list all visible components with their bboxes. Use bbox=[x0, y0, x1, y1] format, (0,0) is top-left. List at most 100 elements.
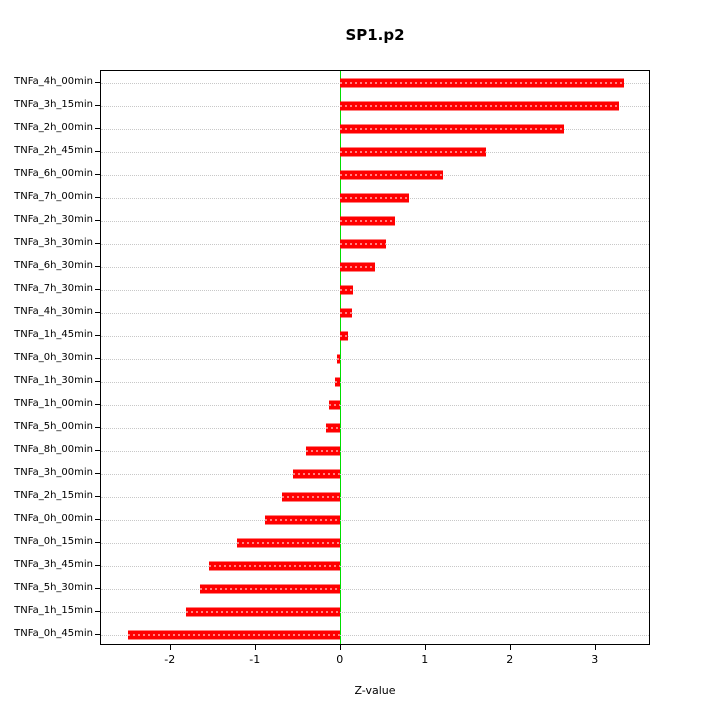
bar-row bbox=[101, 439, 649, 462]
bar bbox=[128, 630, 340, 639]
y-tick-mark bbox=[95, 219, 100, 221]
bar bbox=[334, 377, 340, 386]
bar-row bbox=[101, 577, 649, 600]
bar bbox=[339, 285, 353, 294]
bar-row bbox=[101, 324, 649, 347]
bar-row bbox=[101, 462, 649, 485]
bar-row bbox=[101, 163, 649, 186]
bar bbox=[265, 515, 340, 524]
y-tick-mark bbox=[95, 587, 100, 589]
y-tick-label: TNFa_2h_00min bbox=[14, 121, 93, 133]
gridline bbox=[101, 588, 649, 590]
y-tick-label: TNFa_3h_00min bbox=[14, 466, 93, 478]
bar-row bbox=[101, 416, 649, 439]
bar-row bbox=[101, 301, 649, 324]
y-tick-label: TNFa_1h_15min bbox=[14, 604, 93, 616]
x-tick-mark bbox=[509, 645, 511, 650]
bar bbox=[339, 193, 410, 202]
y-tick-mark bbox=[95, 150, 100, 152]
y-tick-label: TNFa_4h_30min bbox=[14, 305, 93, 317]
bar-row bbox=[101, 278, 649, 301]
y-tick-mark bbox=[95, 127, 100, 129]
bar-row bbox=[101, 117, 649, 140]
y-tick-mark bbox=[95, 495, 100, 497]
y-tick-label: TNFa_5h_00min bbox=[14, 420, 93, 432]
gridline bbox=[101, 565, 649, 567]
y-tick-label: TNFa_1h_30min bbox=[14, 374, 93, 386]
gridline bbox=[101, 358, 649, 360]
x-tick-label: 0 bbox=[336, 653, 344, 666]
gridline bbox=[101, 634, 649, 636]
y-tick-mark bbox=[95, 173, 100, 175]
x-tick-mark bbox=[254, 645, 256, 650]
y-tick-mark bbox=[95, 380, 100, 382]
bar-row bbox=[101, 71, 649, 94]
zero-reference-line bbox=[339, 71, 341, 644]
bar-row bbox=[101, 508, 649, 531]
bar bbox=[339, 331, 349, 340]
bar-row bbox=[101, 393, 649, 416]
y-tick-label: TNFa_0h_15min bbox=[14, 535, 93, 547]
y-tick-mark bbox=[95, 242, 100, 244]
bar bbox=[328, 400, 340, 409]
y-tick-mark bbox=[95, 104, 100, 106]
gridline bbox=[101, 312, 649, 314]
bar-row bbox=[101, 94, 649, 117]
bar-row bbox=[101, 186, 649, 209]
y-tick-label: TNFa_0h_00min bbox=[14, 512, 93, 524]
y-tick-mark bbox=[95, 334, 100, 336]
y-tick-label: TNFa_4h_00min bbox=[14, 75, 93, 87]
bar-row bbox=[101, 623, 649, 646]
y-tick-mark bbox=[95, 311, 100, 313]
x-tick-label: -1 bbox=[249, 653, 261, 666]
y-tick-label: TNFa_0h_30min bbox=[14, 351, 93, 363]
y-tick-mark bbox=[95, 81, 100, 83]
y-tick-mark bbox=[95, 541, 100, 543]
gridline bbox=[101, 335, 649, 337]
bar-row bbox=[101, 255, 649, 278]
y-tick-label: TNFa_7h_00min bbox=[14, 190, 93, 202]
bar bbox=[282, 492, 340, 501]
gridline bbox=[101, 611, 649, 613]
y-tick-mark bbox=[95, 196, 100, 198]
y-tick-label: TNFa_7h_30min bbox=[14, 282, 93, 294]
gridline bbox=[101, 404, 649, 406]
x-tick-label: -2 bbox=[164, 653, 176, 666]
y-tick-label: TNFa_8h_00min bbox=[14, 443, 93, 455]
y-tick-label: TNFa_5h_30min bbox=[14, 581, 93, 593]
bar-row bbox=[101, 485, 649, 508]
y-tick-mark bbox=[95, 518, 100, 520]
gridline bbox=[101, 519, 649, 521]
bar-row bbox=[101, 209, 649, 232]
y-tick-label: TNFa_6h_30min bbox=[14, 259, 93, 271]
y-tick-label: TNFa_2h_45min bbox=[14, 144, 93, 156]
bar bbox=[200, 584, 340, 593]
y-tick-mark bbox=[95, 633, 100, 635]
gridline bbox=[101, 381, 649, 383]
bar bbox=[236, 538, 340, 547]
x-tick-mark bbox=[169, 645, 171, 650]
gridline bbox=[101, 289, 649, 291]
y-tick-label: TNFa_1h_45min bbox=[14, 328, 93, 340]
bar-row bbox=[101, 140, 649, 163]
bar bbox=[339, 262, 376, 271]
bar bbox=[339, 147, 486, 156]
y-tick-label: TNFa_6h_00min bbox=[14, 167, 93, 179]
x-tick-mark bbox=[424, 645, 426, 650]
plot-area bbox=[100, 70, 650, 645]
y-tick-label: TNFa_3h_45min bbox=[14, 558, 93, 570]
bar-row bbox=[101, 347, 649, 370]
bar bbox=[339, 216, 395, 225]
bar bbox=[305, 446, 340, 455]
chart-title: SP1.p2 bbox=[345, 26, 405, 44]
bar bbox=[339, 239, 387, 248]
bar bbox=[185, 607, 340, 616]
bar-row bbox=[101, 554, 649, 577]
y-tick-label: TNFa_0h_45min bbox=[14, 627, 93, 639]
gridline bbox=[101, 542, 649, 544]
y-tick-label: TNFa_2h_15min bbox=[14, 489, 93, 501]
y-tick-mark bbox=[95, 403, 100, 405]
x-tick-mark bbox=[594, 645, 596, 650]
bar bbox=[339, 124, 565, 133]
